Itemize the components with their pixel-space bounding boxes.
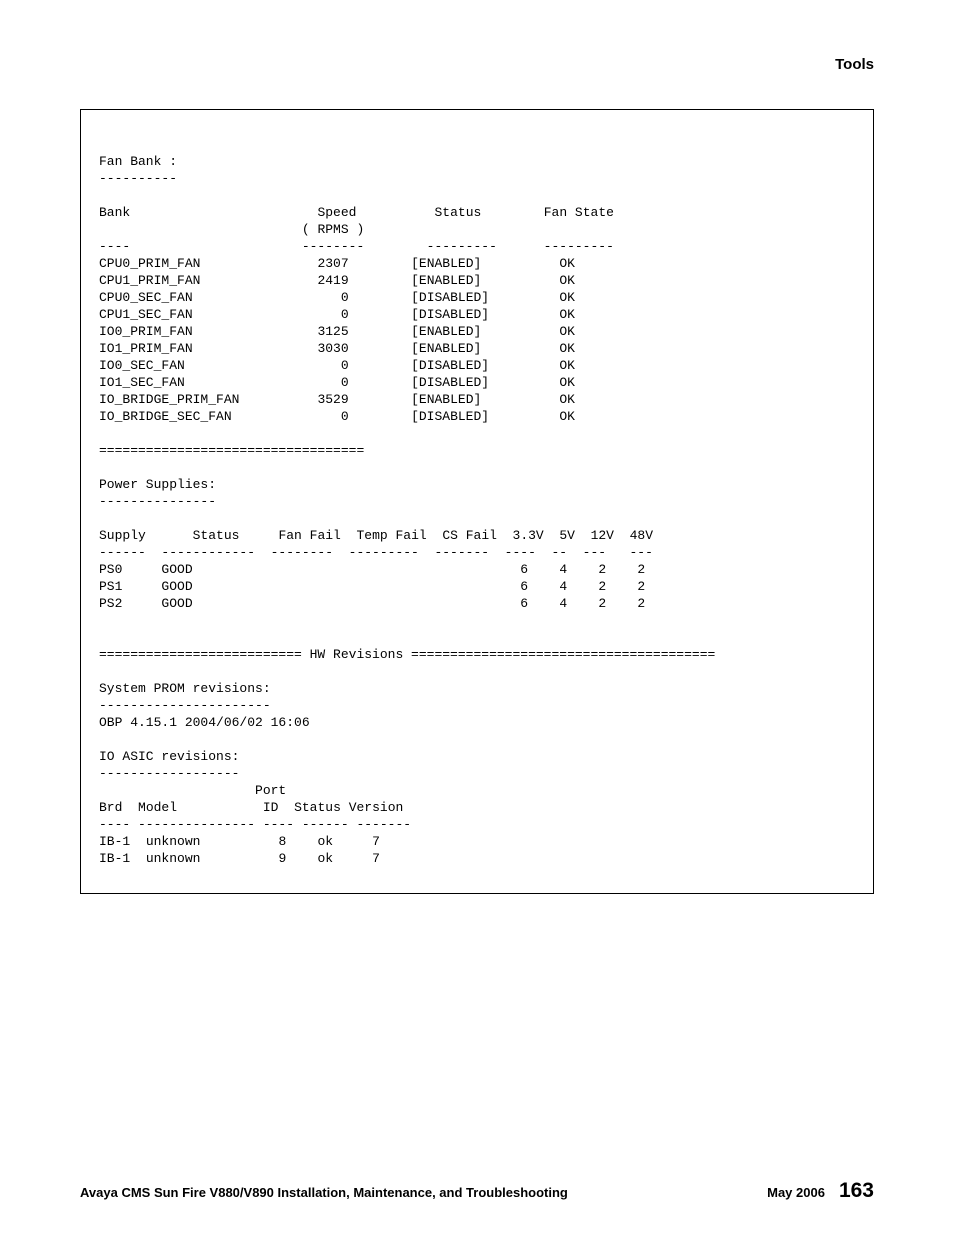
section-divider: ================================== (99, 443, 364, 458)
ioasic-rule: ------------------ (99, 766, 239, 781)
col-state: Fan State (544, 205, 614, 220)
col-port: Port (255, 783, 286, 798)
footer-page-number: 163 (839, 1179, 874, 1203)
fan-bank-title: Fan Bank : (99, 154, 177, 169)
ioasic-row: IB-1 unknown 9 ok 7 (99, 851, 380, 866)
ioasic-header-row: Brd Model ID Status Version (99, 800, 403, 815)
fan-row: IO_BRIDGE_SEC_FAN 0 [DISABLED] OK (99, 409, 575, 424)
col-speed: Speed (317, 205, 356, 220)
ps-row: PS2 GOOD 6 4 2 2 (99, 596, 645, 611)
fan-row: CPU0_PRIM_FAN 2307 [ENABLED] OK (99, 256, 575, 271)
fan-row: IO1_PRIM_FAN 3030 [ENABLED] OK (99, 341, 575, 356)
page-header-section-label: Tools (80, 56, 874, 73)
ps-row: PS0 GOOD 6 4 2 2 (99, 562, 645, 577)
fan-row: IO0_SEC_FAN 0 [DISABLED] OK (99, 358, 575, 373)
power-supplies-title: Power Supplies: (99, 477, 216, 492)
ps-row: PS1 GOOD 6 4 2 2 (99, 579, 645, 594)
col-speed-unit: ( RPMS ) (302, 222, 364, 237)
power-supplies-rule: --------------- (99, 494, 216, 509)
ps-header-row: Supply Status Fan Fail Temp Fail CS Fail… (99, 528, 653, 543)
footer-right-block: May 2006 163 (767, 1179, 874, 1203)
hw-revisions-divider: ========================== HW Revisions … (99, 647, 715, 662)
prom-rule: ---------------------- (99, 698, 271, 713)
fan-row: IO1_SEC_FAN 0 [DISABLED] OK (99, 375, 575, 390)
page: Tools Fan Bank : ---------- Bank Speed S… (0, 0, 954, 1235)
ioasic-title: IO ASIC revisions: (99, 749, 239, 764)
page-footer: Avaya CMS Sun Fire V880/V890 Installatio… (80, 1179, 874, 1203)
fan-bank-rule: ---------- (99, 171, 177, 186)
fan-row: CPU0_SEC_FAN 0 [DISABLED] OK (99, 290, 575, 305)
ioasic-row: IB-1 unknown 8 ok 7 (99, 834, 380, 849)
terminal-output-box: Fan Bank : ---------- Bank Speed Status … (80, 109, 874, 894)
footer-date: May 2006 (767, 1185, 825, 1200)
col-bank: Bank (99, 205, 130, 220)
prom-title: System PROM revisions: (99, 681, 271, 696)
fan-row: IO_BRIDGE_PRIM_FAN 3529 [ENABLED] OK (99, 392, 575, 407)
fan-row: IO0_PRIM_FAN 3125 [ENABLED] OK (99, 324, 575, 339)
fan-row: CPU1_PRIM_FAN 2419 [ENABLED] OK (99, 273, 575, 288)
footer-doc-title: Avaya CMS Sun Fire V880/V890 Installatio… (80, 1185, 568, 1200)
col-status: Status (434, 205, 481, 220)
fan-row: CPU1_SEC_FAN 0 [DISABLED] OK (99, 307, 575, 322)
fan-bank-header-row: Bank Speed Status Fan State (99, 205, 614, 220)
prom-line: OBP 4.15.1 2004/06/02 16:06 (99, 715, 310, 730)
